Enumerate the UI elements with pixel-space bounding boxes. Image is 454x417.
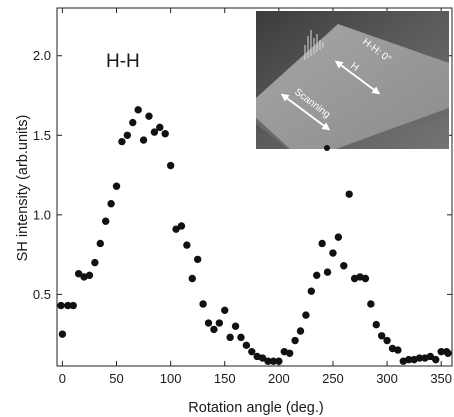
data-point	[307, 287, 316, 295]
data-point	[275, 357, 283, 365]
data-point	[237, 333, 245, 342]
panel-label: H-H	[106, 51, 140, 72]
data-point	[215, 319, 224, 327]
x-tick-label: 100	[160, 371, 182, 386]
data-point	[210, 325, 218, 334]
data-point	[394, 346, 402, 354]
data-point	[285, 349, 294, 357]
data-point	[96, 239, 104, 248]
data-point	[188, 274, 196, 283]
data-point	[156, 123, 164, 132]
data-point	[302, 311, 310, 319]
data-point	[248, 347, 256, 356]
data-point	[340, 262, 348, 270]
y-tick-label: 1.5	[33, 128, 51, 143]
data-point	[150, 128, 159, 136]
data-point	[318, 239, 326, 248]
data-point	[58, 330, 67, 338]
x-tick-label: 350	[430, 371, 452, 386]
data-point	[334, 233, 343, 241]
data-point	[129, 118, 137, 127]
data-point	[426, 352, 435, 361]
data-point	[193, 255, 202, 264]
data-point	[183, 241, 191, 249]
y-tick-label: 0.5	[33, 287, 51, 302]
data-point	[296, 327, 305, 335]
data-point	[444, 349, 452, 357]
data-point	[161, 129, 169, 138]
x-tick-label: 0	[59, 371, 66, 386]
data-point	[258, 354, 267, 362]
data-point	[361, 274, 370, 283]
data-point	[57, 301, 65, 310]
data-point	[432, 355, 440, 364]
surface-spikes	[304, 30, 324, 60]
data-point	[405, 355, 413, 364]
data-point	[323, 268, 332, 276]
data-point	[69, 301, 77, 310]
x-axis: 0 50 100 150 200 250 300 350	[59, 8, 452, 386]
data-point	[123, 131, 132, 139]
x-tick-label: 300	[376, 371, 398, 386]
data-point	[85, 271, 94, 280]
x-tick-label: 50	[109, 371, 123, 386]
x-axis-title: Rotation angle (deg.)	[188, 400, 323, 416]
data-point	[269, 357, 278, 365]
data-point	[329, 249, 337, 257]
x-tick-label: 250	[322, 371, 344, 386]
x-tick-label: 200	[268, 371, 290, 386]
data-series	[57, 106, 452, 365]
inset-image: H-H: 0° H Scanning	[256, 11, 449, 151]
data-point	[437, 347, 445, 356]
data-point	[313, 271, 321, 280]
y-tick-label: 2.0	[33, 48, 51, 63]
data-point	[221, 306, 229, 315]
data-point	[118, 137, 126, 146]
data-point	[177, 222, 186, 230]
data-point	[91, 258, 99, 267]
data-point	[377, 332, 386, 340]
data-point	[145, 112, 153, 120]
data-point	[264, 357, 272, 365]
data-point	[107, 200, 115, 208]
data-point	[64, 301, 72, 310]
data-point	[242, 341, 251, 350]
data-point	[231, 322, 240, 330]
data-point	[166, 161, 175, 170]
data-point	[139, 136, 148, 144]
data-point	[74, 270, 83, 278]
y-tick-label: 1.0	[33, 207, 51, 222]
data-point	[172, 225, 180, 233]
y-axis-title: SH intensity (arb.units)	[15, 115, 31, 262]
data-point	[367, 300, 375, 308]
data-point	[226, 333, 234, 342]
data-point	[112, 182, 121, 190]
data-point	[383, 336, 391, 345]
data-point	[204, 319, 213, 327]
field-arrow	[334, 60, 381, 95]
data-point	[345, 190, 353, 198]
data-point	[101, 217, 110, 225]
y-axis: 0.5 1.0 1.5 2.0	[33, 48, 452, 302]
data-point	[199, 300, 207, 308]
data-point	[291, 336, 299, 345]
data-point	[415, 354, 424, 362]
data-point	[134, 106, 142, 114]
x-tick-label: 150	[214, 371, 236, 386]
inset-dark-spot	[324, 145, 330, 151]
data-point	[372, 320, 380, 329]
scan-arrow	[280, 93, 331, 131]
